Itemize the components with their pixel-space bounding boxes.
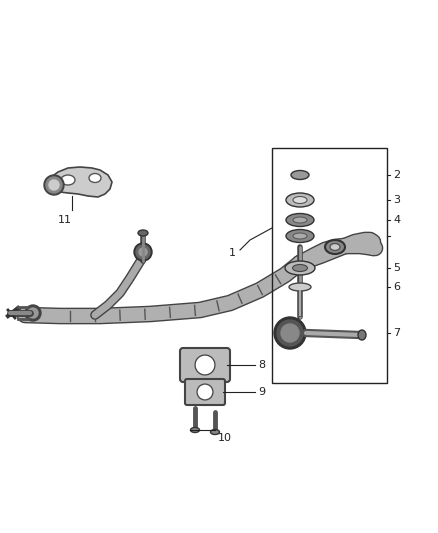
Ellipse shape (358, 330, 366, 340)
Circle shape (25, 305, 41, 321)
Ellipse shape (289, 283, 311, 291)
Ellipse shape (61, 175, 75, 185)
Circle shape (277, 320, 303, 346)
Ellipse shape (138, 230, 148, 236)
Circle shape (274, 317, 306, 349)
Ellipse shape (89, 174, 101, 182)
Circle shape (134, 243, 152, 261)
Polygon shape (45, 167, 112, 197)
Text: 9: 9 (258, 387, 265, 397)
Ellipse shape (293, 217, 307, 223)
Ellipse shape (325, 240, 345, 254)
Ellipse shape (211, 430, 219, 434)
Text: 5: 5 (393, 263, 400, 273)
Circle shape (281, 324, 299, 342)
Ellipse shape (285, 261, 315, 275)
Text: 2: 2 (393, 170, 400, 180)
Text: 3: 3 (393, 195, 400, 205)
Bar (272, 148, 387, 383)
Circle shape (28, 308, 38, 318)
Text: 10: 10 (218, 433, 232, 443)
Text: 6: 6 (393, 282, 400, 292)
Ellipse shape (286, 214, 314, 227)
Ellipse shape (286, 230, 314, 243)
Ellipse shape (293, 264, 307, 271)
Text: 4: 4 (393, 215, 400, 225)
Circle shape (44, 175, 64, 195)
FancyBboxPatch shape (185, 379, 225, 405)
Text: 1: 1 (229, 248, 236, 258)
FancyBboxPatch shape (180, 348, 230, 382)
Ellipse shape (293, 197, 307, 204)
Circle shape (49, 180, 59, 190)
Circle shape (195, 355, 215, 375)
Ellipse shape (330, 244, 340, 251)
Ellipse shape (291, 171, 309, 180)
Ellipse shape (293, 233, 307, 239)
Text: 8: 8 (258, 360, 265, 370)
Circle shape (197, 384, 213, 400)
Circle shape (46, 177, 62, 193)
Ellipse shape (286, 193, 314, 207)
Text: 7: 7 (393, 328, 400, 338)
Ellipse shape (191, 427, 199, 432)
Circle shape (139, 248, 147, 256)
Text: 11: 11 (58, 215, 72, 225)
Circle shape (136, 245, 150, 259)
